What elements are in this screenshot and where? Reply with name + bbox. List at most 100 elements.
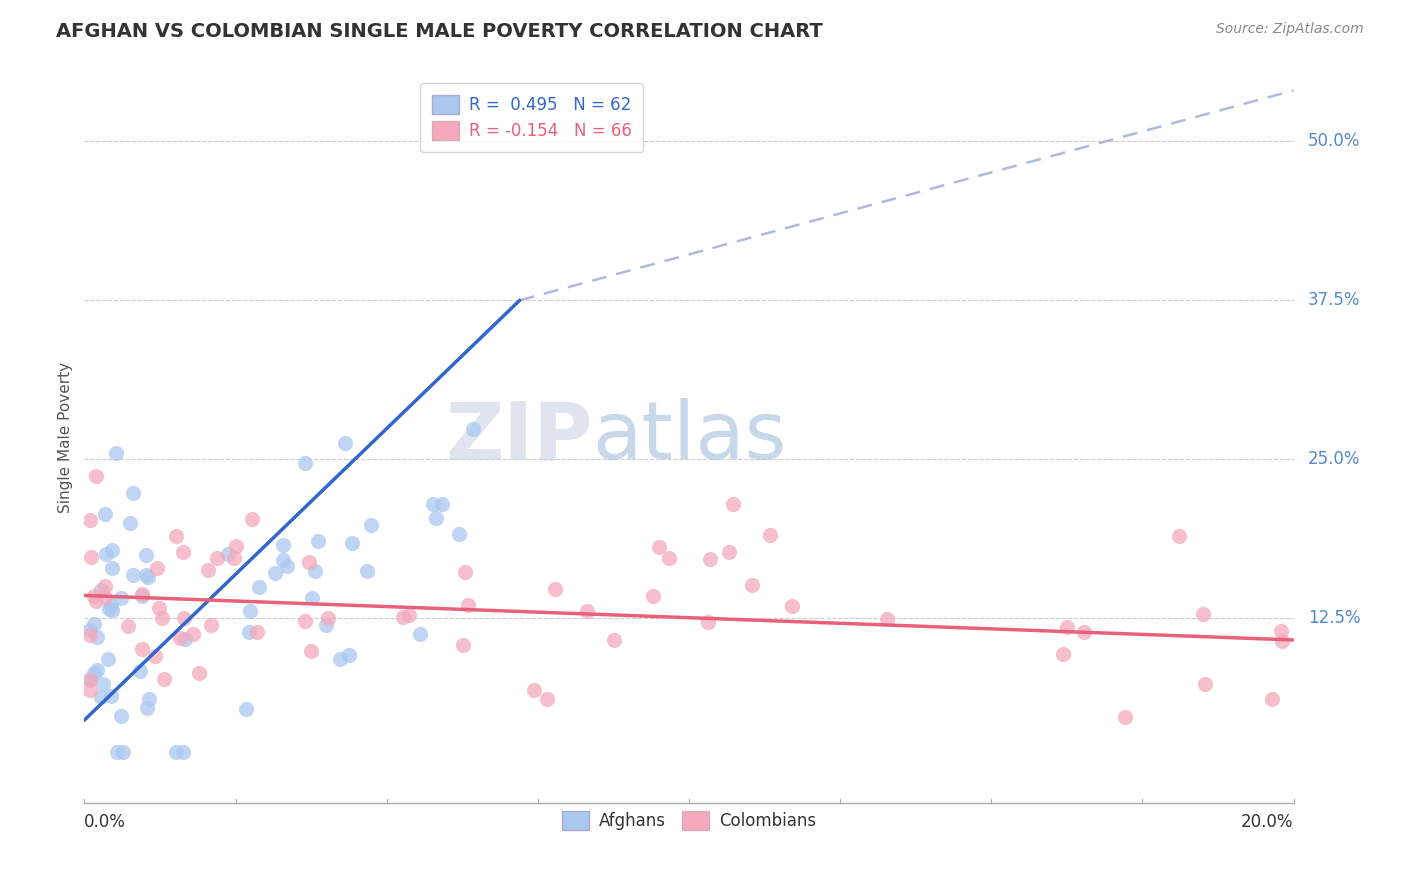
Point <box>174 632 197 646</box>
Point <box>246 625 269 640</box>
Text: Source: ZipAtlas.com: Source: ZipAtlas.com <box>1216 22 1364 37</box>
Point <box>110 708 132 723</box>
Point <box>148 601 170 615</box>
Point <box>79 682 101 697</box>
Point <box>602 632 624 647</box>
Point <box>97 652 120 666</box>
Point <box>136 570 159 584</box>
Point <box>294 615 316 629</box>
Point <box>741 578 763 592</box>
Point <box>337 648 360 663</box>
Point <box>100 561 122 575</box>
Point <box>118 516 141 531</box>
Point <box>90 690 112 705</box>
Point <box>129 664 152 678</box>
Point <box>79 623 101 637</box>
Point <box>112 745 135 759</box>
Point <box>457 598 479 612</box>
Point <box>408 627 430 641</box>
Point <box>1114 709 1136 723</box>
Point <box>1073 624 1095 639</box>
Point <box>90 583 112 598</box>
Point <box>523 682 546 697</box>
Point <box>576 604 599 618</box>
Point <box>222 550 245 565</box>
Point <box>86 630 108 644</box>
Point <box>197 564 219 578</box>
Point <box>79 550 101 565</box>
Point <box>146 561 169 575</box>
Point <box>342 536 364 550</box>
Point <box>101 542 124 557</box>
Point <box>84 469 107 483</box>
Point <box>239 604 262 618</box>
Point <box>79 672 101 686</box>
Point <box>276 559 298 574</box>
Point <box>94 591 117 605</box>
Point <box>93 507 115 521</box>
Point <box>271 538 294 552</box>
Point <box>721 497 744 511</box>
Point <box>876 612 898 626</box>
Point <box>94 579 117 593</box>
Point <box>105 446 128 460</box>
Point <box>648 540 671 554</box>
Legend: Afghans, Colombians: Afghans, Colombians <box>554 803 824 838</box>
Point <box>273 553 295 567</box>
Point <box>329 652 352 666</box>
Point <box>138 692 160 706</box>
Point <box>94 547 117 561</box>
Point <box>79 628 101 642</box>
Point <box>100 689 122 703</box>
Point <box>299 644 322 658</box>
Point <box>304 564 326 578</box>
Point <box>152 672 174 686</box>
Point <box>1192 607 1215 621</box>
Point <box>135 568 157 582</box>
Point <box>461 422 484 436</box>
Point <box>235 702 257 716</box>
Point <box>91 677 114 691</box>
Point <box>172 745 194 759</box>
Text: ZIP: ZIP <box>444 398 592 476</box>
Point <box>225 539 247 553</box>
Point <box>1056 620 1078 634</box>
Point <box>135 548 157 562</box>
Point <box>122 485 145 500</box>
Text: AFGHAN VS COLOMBIAN SINGLE MALE POVERTY CORRELATION CHART: AFGHAN VS COLOMBIAN SINGLE MALE POVERTY … <box>56 22 823 41</box>
Point <box>360 518 382 533</box>
Point <box>392 610 415 624</box>
Point <box>131 641 153 656</box>
Point <box>356 564 378 578</box>
Point <box>398 607 420 622</box>
Text: atlas: atlas <box>592 398 786 476</box>
Point <box>316 611 339 625</box>
Point <box>238 625 260 640</box>
Point <box>173 611 195 625</box>
Point <box>131 587 153 601</box>
Point <box>143 648 166 663</box>
Point <box>135 700 157 714</box>
Point <box>1194 677 1216 691</box>
Text: 20.0%: 20.0% <box>1241 813 1294 831</box>
Point <box>697 615 720 630</box>
Point <box>240 512 263 526</box>
Point <box>451 638 474 652</box>
Point <box>447 526 470 541</box>
Point <box>101 603 124 617</box>
Point <box>188 665 211 680</box>
Point <box>79 673 101 687</box>
Point <box>1270 624 1292 638</box>
Point <box>1271 634 1294 648</box>
Point <box>544 582 567 596</box>
Point <box>1052 648 1074 662</box>
Point <box>430 498 453 512</box>
Point <box>658 551 681 566</box>
Point <box>105 745 128 759</box>
Point <box>110 591 132 605</box>
Point <box>165 745 187 759</box>
Point <box>335 436 357 450</box>
Point <box>100 598 122 612</box>
Point <box>165 529 187 543</box>
Text: 50.0%: 50.0% <box>1308 132 1361 151</box>
